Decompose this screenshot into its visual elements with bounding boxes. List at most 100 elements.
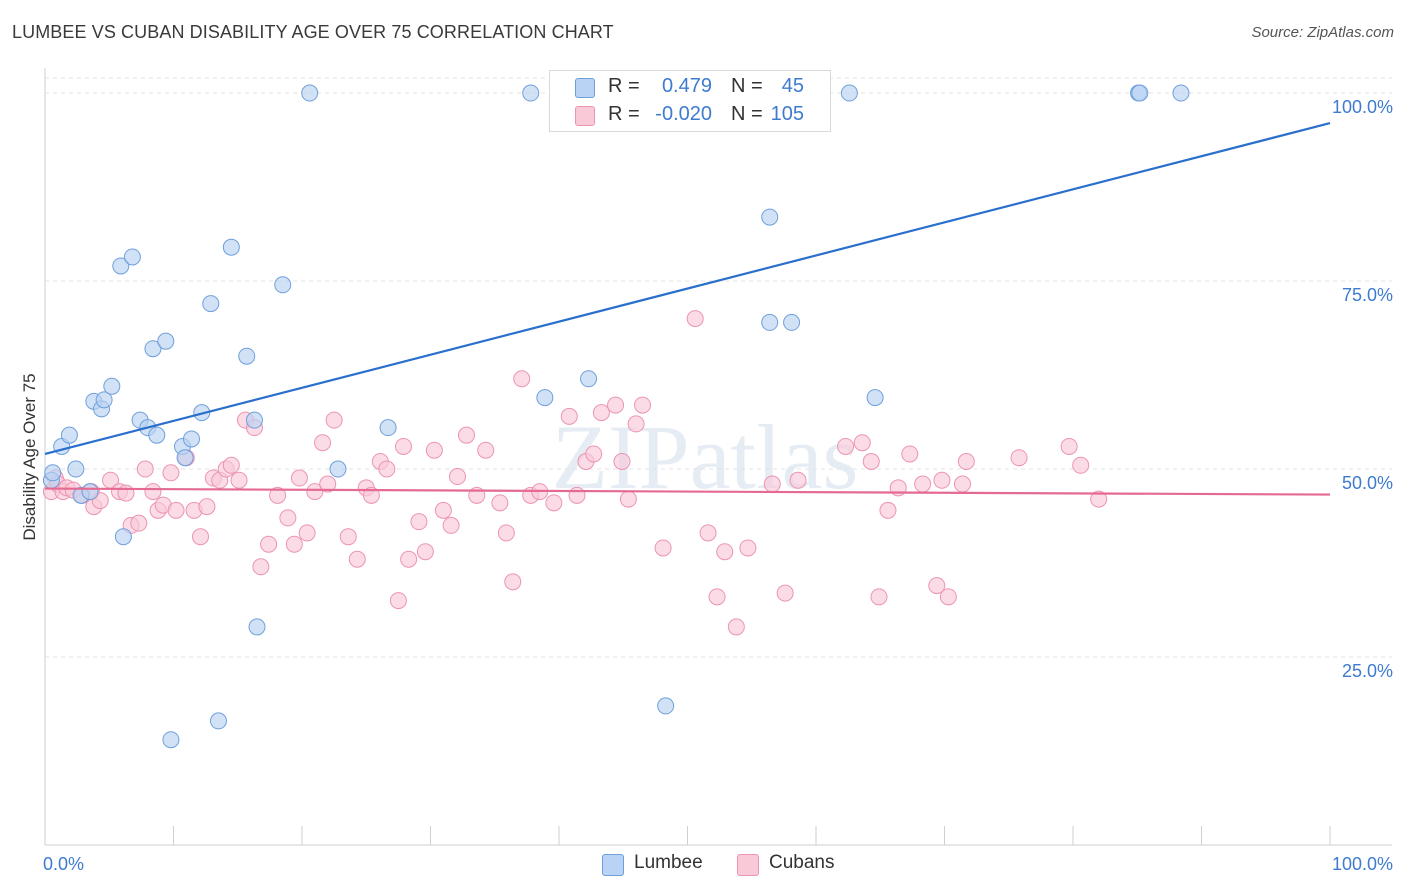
lumbee-point [182,430,200,448]
cubans-point [763,475,781,493]
cubans-trendline [44,487,1331,496]
lumbee-point [301,84,319,102]
cubans-point [348,550,366,568]
lumbee-point [783,313,801,331]
cubans-point [928,577,946,595]
cubans-point [117,484,135,502]
chart-title: LUMBEE VS CUBAN DISABILITY AGE OVER 75 C… [12,22,614,42]
lumbee-point [238,347,256,365]
lumbee-r-label: R = [608,75,640,97]
lumbee-point [329,460,347,478]
cubans-point [442,516,460,534]
cubans-point [269,486,287,504]
cubans-point [739,539,757,557]
cubans-point [400,550,418,568]
x-tick-label: 0.0% [43,854,84,874]
cubans-point [477,441,495,459]
cubans-point [879,501,897,519]
cubans-point [708,588,726,606]
cubans-point [953,475,971,493]
cubans-point [325,411,343,429]
cubans-point [504,573,522,591]
cubans-n-value: 105 [770,103,804,125]
cubans-point [901,445,919,463]
cubans-point [613,453,631,470]
y-tick-label: 50.0% [1342,473,1393,493]
cubans-point [162,464,180,482]
lumbee-point [248,618,266,636]
cubans-point [260,535,278,553]
cubans-swatch [575,106,595,126]
lumbee-point [761,313,779,331]
cubans-point [136,460,154,478]
cubans-point [914,475,932,493]
cubans-point [1072,456,1090,474]
cubans-point [319,475,337,493]
legend-row-cubans: R = -0.020 N = 105 [550,100,830,130]
cubans-point [776,584,794,602]
cubans-point [837,437,855,455]
cubans-point [634,396,652,414]
lumbee-point [245,411,263,429]
cubans-point [144,483,162,501]
label-layer: 25.0% 50.0% 75.0% 100.0% 0.0% 100.0% Disabilit… [20,97,1393,874]
x-tick-label: 100.0% [1332,854,1393,874]
cubans-point [298,524,316,542]
lumbee-point [103,377,121,395]
cubans-point [279,509,297,527]
cubans-n-label: N = [731,103,763,125]
cubans-point [789,471,807,489]
cubans-point [222,456,240,474]
cubans-point [727,618,745,636]
lumbee-n-label: N = [731,75,763,97]
bottom-cubans-label: Cubans [769,852,835,873]
cubans-point [568,486,586,504]
lumbee-point [176,449,194,467]
lumbee-point [112,257,130,275]
cubans-point [314,434,332,452]
lumbee-point [580,370,598,388]
lumbee-point [202,295,220,313]
lumbee-trendline [44,122,1331,456]
cubans-point [853,434,871,452]
cubans-point [491,494,509,512]
legend-row-lumbee: R = 0.479 N = 45 [550,72,830,102]
cubans-point [939,588,957,606]
cubans-point [870,588,888,606]
cubans-point [416,543,434,561]
cubans-point [686,310,704,328]
cubans-point [560,407,578,425]
y-tick-label: 75.0% [1342,285,1393,305]
grid-layer [45,77,1392,658]
cubans-point [167,501,185,519]
cubans-point [957,453,975,470]
lumbee-point [114,528,132,546]
cubans-point [607,396,625,414]
lumbee-point [44,464,62,482]
bottom-lumbee-swatch [602,854,624,876]
cubans-point [448,468,466,486]
cubans-r-value: -0.020 [655,103,712,125]
trend-layer [44,122,1331,496]
cubans-r-label: R = [608,103,640,125]
lumbee-point [1172,84,1190,102]
cubans-point [230,471,248,489]
cubans-point [627,415,645,433]
cubans-point [434,501,452,519]
cubans-point [933,471,951,489]
lumbee-point [657,697,675,715]
cubans-point [457,426,475,444]
cubans-point [716,543,734,561]
lumbee-point [761,208,779,226]
lumbee-point [209,712,227,730]
lumbee-swatch [575,78,595,98]
lumbee-point [60,426,78,444]
cubans-point [862,453,880,470]
lumbee-point [522,84,540,102]
lumbee-n-value: 45 [781,75,804,97]
cubans-point [395,437,413,455]
y-axis-title: Disability Age Over 75 [20,373,39,540]
lumbee-point [1131,84,1149,102]
correlation-legend: R = 0.479 N = 45 R = -0.020 N = 105 [549,70,831,132]
cubans-points [42,310,1108,636]
